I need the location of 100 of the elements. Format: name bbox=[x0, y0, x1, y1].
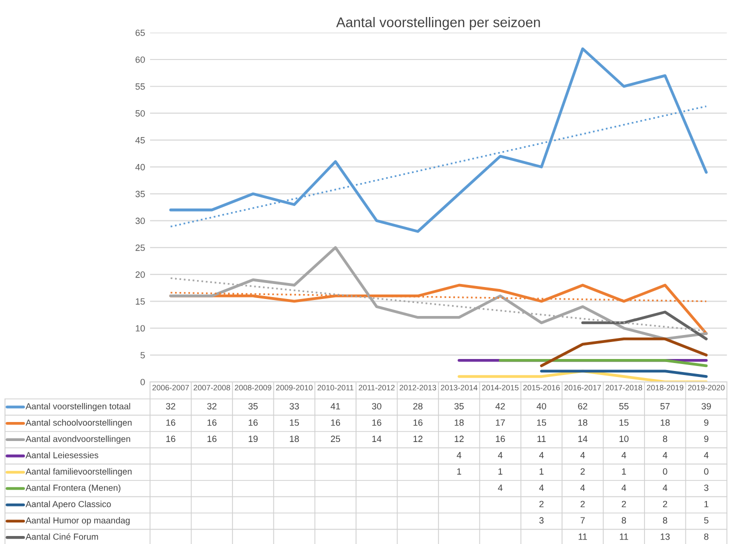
data-label: 25 bbox=[330, 436, 340, 442]
data-label: 39 bbox=[702, 403, 711, 410]
data-label: 15 bbox=[537, 419, 546, 426]
data-label: 28 bbox=[413, 403, 422, 410]
y-tick-label: 60 bbox=[136, 56, 145, 63]
legend-label: Aantal Leiesessies bbox=[26, 452, 98, 458]
data-label: 18 bbox=[578, 419, 588, 426]
data-label: 16 bbox=[414, 419, 422, 426]
data-label: 10 bbox=[620, 436, 629, 442]
data-label: 16 bbox=[496, 436, 505, 442]
data-label: 2 bbox=[580, 468, 585, 475]
data-label: 2 bbox=[622, 500, 626, 508]
data-label: 55 bbox=[619, 403, 629, 410]
data-label: 16 bbox=[166, 436, 176, 442]
data-label: 4 bbox=[662, 484, 668, 491]
y-tick-label: 65 bbox=[136, 30, 145, 36]
y-tick-label: 35 bbox=[136, 190, 145, 198]
data-label: 4 bbox=[622, 452, 626, 458]
line-series bbox=[540, 338, 708, 368]
data-label: 17 bbox=[496, 419, 505, 426]
y-tick-label: 15 bbox=[136, 298, 145, 305]
data-label: 11 bbox=[537, 436, 546, 442]
data-label: 4 bbox=[662, 452, 668, 458]
legend-label: Aantal schoolvoorstellingen bbox=[26, 419, 132, 428]
chart-title: Aantal voorstellingen per seizoen bbox=[336, 17, 540, 30]
legend-label: Aantal familievoorstellingen bbox=[26, 468, 132, 476]
data-label: 4 bbox=[704, 452, 709, 458]
data-label: 33 bbox=[290, 403, 299, 410]
y-tick-label: 50 bbox=[136, 110, 145, 117]
data-label: 30 bbox=[372, 403, 382, 410]
data-label: 4 bbox=[580, 484, 585, 491]
legend-label: Aantal Frontera (Menen) bbox=[26, 484, 120, 493]
data-label: 18 bbox=[290, 436, 299, 442]
data-label: 16 bbox=[208, 419, 216, 426]
data-label: 32 bbox=[207, 403, 216, 410]
data-label: 14 bbox=[372, 436, 382, 442]
data-label: 1 bbox=[622, 468, 626, 475]
data-label: 1 bbox=[498, 468, 502, 475]
data-label: 2 bbox=[663, 500, 668, 508]
data-label: 16 bbox=[331, 419, 340, 426]
legend-label: Aantal Ciné Forum bbox=[26, 533, 98, 540]
data-label: 16 bbox=[248, 419, 258, 426]
data-label: 16 bbox=[372, 419, 382, 426]
y-tick-label: 40 bbox=[135, 164, 145, 170]
data-label: 2 bbox=[539, 500, 544, 508]
data-label: 8 bbox=[662, 436, 668, 442]
data-label: 14 bbox=[578, 436, 588, 442]
data-label: 4 bbox=[539, 452, 544, 458]
data-label: 35 bbox=[248, 403, 258, 410]
y-tick-label: 10 bbox=[136, 325, 145, 332]
data-label: 16 bbox=[208, 436, 216, 442]
data-label: 1 bbox=[540, 468, 544, 475]
data-label: 12 bbox=[414, 436, 422, 442]
data-label: 8 bbox=[662, 517, 668, 524]
data-label: 40 bbox=[536, 403, 546, 410]
data-label: 18 bbox=[660, 419, 670, 426]
data-label: 13 bbox=[660, 533, 670, 540]
data-label: 7 bbox=[580, 517, 585, 524]
y-tick-label: 5 bbox=[140, 352, 145, 358]
data-label: 16 bbox=[166, 419, 176, 426]
y-tick-label: 0 bbox=[140, 378, 145, 386]
data-label: 8 bbox=[622, 517, 626, 524]
y-tick-label: 30 bbox=[136, 218, 145, 224]
legend-label: Aantal Humor op maandag bbox=[26, 517, 130, 526]
data-label: 35 bbox=[454, 403, 464, 410]
data-label: 9 bbox=[704, 419, 708, 426]
data-label: 41 bbox=[330, 403, 340, 410]
data-label: 12 bbox=[454, 436, 464, 442]
data-label: 57 bbox=[660, 403, 670, 410]
legend-label: Aantal Apero Classico bbox=[26, 500, 111, 509]
data-label: 9 bbox=[704, 436, 708, 442]
legend-label: Aantal voorstellingen totaal bbox=[26, 402, 130, 412]
data-label: 62 bbox=[578, 403, 588, 410]
data-label: 3 bbox=[539, 517, 544, 524]
legend-label: Aantal avondvoorstellingen bbox=[26, 436, 130, 444]
data-label: 0 bbox=[704, 468, 708, 475]
y-tick-label: 45 bbox=[135, 137, 145, 144]
data-label: 4 bbox=[580, 452, 585, 458]
data-label: 4 bbox=[456, 452, 462, 458]
data-label: 11 bbox=[578, 534, 587, 540]
data-label: 3 bbox=[704, 484, 708, 491]
data-label: 4 bbox=[498, 452, 503, 458]
data-label: 15 bbox=[290, 419, 299, 426]
data-label: 4 bbox=[498, 484, 503, 491]
data-label: 19 bbox=[248, 436, 258, 442]
data-label: 32 bbox=[166, 403, 176, 410]
data-label: 1 bbox=[457, 468, 462, 475]
data-label: 5 bbox=[704, 517, 708, 524]
y-tick-label: 25 bbox=[136, 244, 145, 251]
data-label: 2 bbox=[580, 500, 585, 508]
data-label: 15 bbox=[620, 419, 629, 426]
y-tick-label: 20 bbox=[136, 271, 145, 278]
data-label: 1 bbox=[704, 500, 708, 508]
line-series bbox=[169, 246, 708, 340]
data-label: 0 bbox=[662, 468, 668, 475]
data-label: 8 bbox=[704, 533, 708, 540]
line-series bbox=[169, 47, 708, 233]
data-label: 18 bbox=[454, 419, 464, 426]
data-label: 4 bbox=[539, 484, 544, 491]
data-label: 11 bbox=[620, 534, 628, 540]
